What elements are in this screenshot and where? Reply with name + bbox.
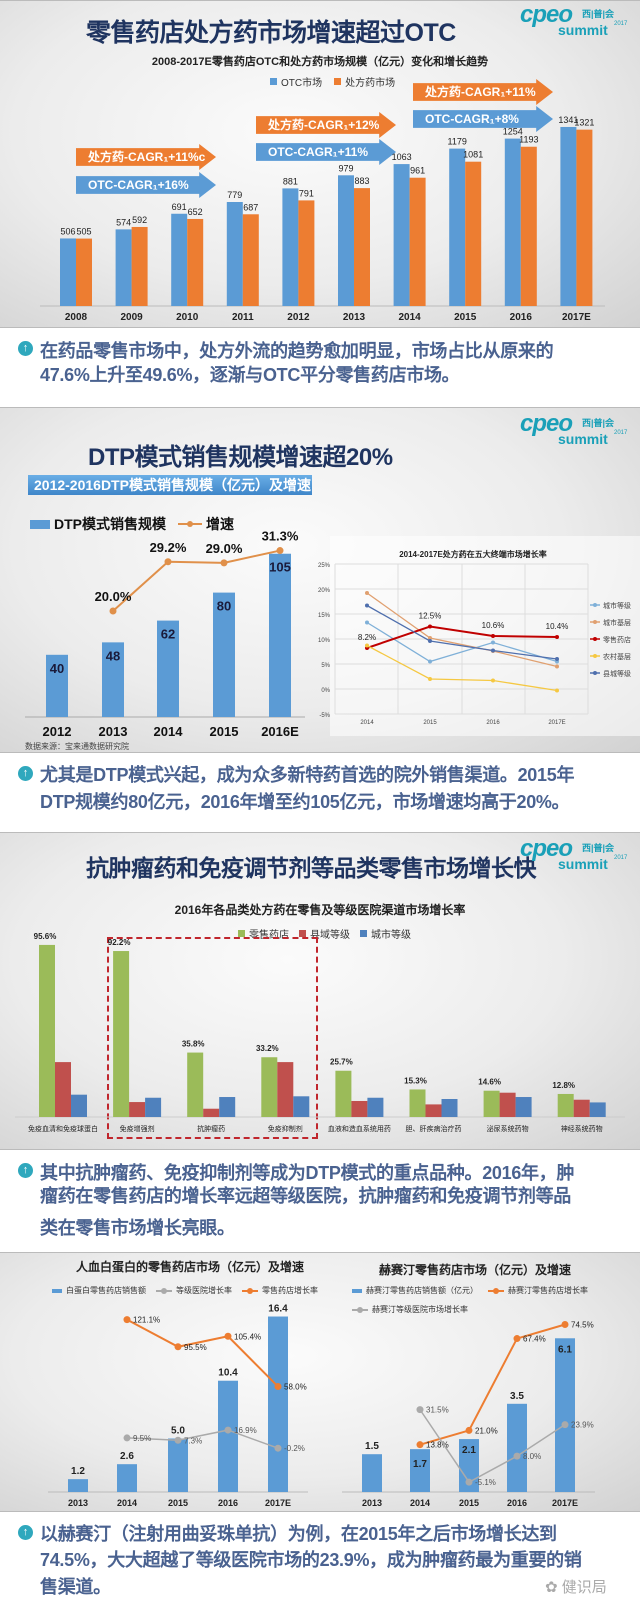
- logo-sub: summit: [558, 431, 608, 447]
- logo-cn: 西|普|会: [582, 418, 615, 428]
- caption-2: ↑ 尤其是DTP模式兴起，成为众多新特药首选的院外销售渠道。2015年 DTP规…: [0, 753, 640, 832]
- slide-dtp: DTP模式销售规模增速超20% cpeo 西|普|会 summit 2017 2…: [0, 407, 640, 753]
- legend-label: 等级医院增长率: [176, 1286, 232, 1295]
- up-arrow-circle-icon: ↑: [18, 766, 33, 781]
- highlight-box: [107, 937, 318, 1139]
- line-chart-panel: [330, 536, 640, 736]
- legend-swatch-gray-line: [156, 1287, 172, 1294]
- cagr-arrow-otc-3: OTC-CAGR₁+8%: [413, 106, 553, 132]
- wechat-icon: ✿: [545, 1579, 558, 1596]
- chart-title: 2016年各品类处方药在零售及等级医院渠道市场增长率: [174, 903, 466, 917]
- legend-label: 赫赛汀等级医院市场增长率: [372, 1305, 468, 1314]
- cpeo-summit-logo: cpeo 西|普|会 summit 2017: [520, 835, 630, 873]
- legend-swatch-city: [360, 930, 367, 937]
- chart-legend: 零售药店 县域等级 城市等级: [238, 926, 411, 941]
- logo-year: 2017: [614, 430, 628, 436]
- slide-title: 零售药店处方药市场增速超过OTC: [86, 19, 456, 47]
- cagr-arrow-rx-2: 处方药-CAGR₁+12%: [256, 112, 396, 138]
- legend-swatch-bar: [352, 1288, 362, 1293]
- logo-mark: cpeo: [520, 835, 573, 862]
- caption-3: ↑ 其中抗肿瘤药、免疫抑制剂等成为DTP模式的重点品种。2016年，肿 瘤药在零…: [0, 1150, 640, 1252]
- caption-line: 其中抗肿瘤药、免疫抑制剂等成为DTP模式的重点品种。2016年，肿: [40, 1163, 575, 1183]
- legend-swatch-rx: [334, 78, 342, 85]
- legend-swatch-line: [178, 521, 202, 527]
- right-chart-legend: 赫赛汀零售药店销售额（亿元） 赫赛汀零售药店增长率: [352, 1285, 588, 1296]
- cagr-arrow-otc-2: OTC-CAGR₁+11%: [256, 139, 396, 165]
- chart-legend: DTP模式销售规模 增速: [30, 514, 234, 534]
- caption-line: 尤其是DTP模式兴起，成为众多新特药首选的院外销售渠道。2015年: [40, 765, 575, 785]
- logo-cn: 西|普|会: [582, 9, 615, 19]
- up-arrow-circle-icon: ↑: [18, 1525, 33, 1540]
- legend-swatch-county: [299, 930, 306, 937]
- logo-cn: 西|普|会: [582, 843, 615, 853]
- cagr-arrow-rx-3: 处方药-CAGR₁+11%: [413, 79, 553, 105]
- legend-swatch-bar: [30, 519, 50, 529]
- legend-label: DTP模式销售规模: [54, 516, 166, 532]
- chart-legend: OTC市场 处方药市场: [270, 74, 395, 89]
- caption-line: DTP规模约80亿元，2016年增至约105亿元，市场增速均高于20%。: [40, 792, 570, 812]
- right-chart-title: 赫赛汀零售药店市场（亿元）及增速: [378, 1263, 571, 1277]
- caption-line: 类在零售市场增长亮眼。: [40, 1218, 235, 1238]
- legend-swatch-bar: [52, 1288, 62, 1293]
- watermark: ✿ 健识局: [545, 1576, 607, 1597]
- caption-line: 在药品零售市场中，处方外流的趋势愈加明显，市场占比从原来的: [40, 341, 554, 361]
- caption-line: 售渠道。: [40, 1577, 111, 1597]
- slide-title: 抗肿瘤药和免疫调节剂等品类零售市场增长快: [86, 855, 537, 881]
- legend-label: 赫赛汀零售药店增长率: [508, 1286, 588, 1295]
- watermark-text: 健识局: [561, 1579, 607, 1596]
- slide-categories: 抗肿瘤药和免疫调节剂等品类零售市场增长快 cpeo 西|普|会 summit 2…: [0, 832, 640, 1150]
- legend-label: 零售药店增长率: [262, 1286, 318, 1295]
- legend-label: 处方药市场: [345, 78, 396, 89]
- logo-sub: summit: [558, 22, 608, 38]
- slide-albumin-herceptin: 人血白蛋白的零售药店市场（亿元）及增速 白蛋白零售药店销售额 等级医院增长率 零…: [0, 1252, 640, 1512]
- legend-label: 赫赛汀零售药店销售额（亿元）: [366, 1286, 478, 1295]
- cagr-arrow-rx-1: 处方药-CAGR₁+11%c: [76, 144, 216, 170]
- logo-year: 2017: [614, 21, 628, 27]
- caption-line: 以赫赛汀（注射用曲妥珠单抗）为例，在2015年之后市场增长达到: [40, 1524, 557, 1544]
- caption-line: 47.6%上升至49.6%，逐渐与OTC平分零售药店市场。: [40, 365, 460, 385]
- cpeo-summit-logo: cpeo 西|普|会 summit 2017: [520, 410, 630, 448]
- up-arrow-circle-icon: ↑: [18, 1163, 33, 1178]
- caption-1: ↑ 在药品零售市场中，处方外流的趋势愈加明显，市场占比从原来的 47.6%上升至…: [0, 328, 640, 407]
- cpeo-summit-logo: cpeo 西|普|会 summit 2017: [520, 1, 630, 39]
- up-arrow-circle-icon: ↑: [18, 341, 33, 356]
- caption-4: ↑ 以赫赛汀（注射用曲妥珠单抗）为例，在2015年之后市场增长达到 74.5%，…: [0, 1512, 640, 1615]
- legend-label: 城市等级: [371, 930, 411, 941]
- slide-otc-vs-rx: 零售药店处方药市场增速超过OTC cpeo 西|普|会 summit 2017 …: [0, 0, 640, 328]
- legend-label: OTC市场: [281, 78, 323, 89]
- logo-mark: cpeo: [520, 410, 573, 437]
- legend-swatch-orange-line: [242, 1287, 258, 1294]
- legend-swatch-orange-line: [488, 1287, 504, 1294]
- legend-label: 县域等级: [310, 930, 350, 941]
- legend-label: 增速: [206, 516, 234, 532]
- logo-mark: cpeo: [520, 1, 573, 28]
- legend-swatch-gray-line: [352, 1306, 368, 1313]
- chart-title: 2008-2017E零售药店OTC和处方药市场规模（亿元）变化和增长趋势: [151, 56, 489, 68]
- slide-title: DTP模式销售规模增速超20%: [88, 444, 393, 471]
- right-chart-legend-row2: 赫赛汀等级医院市场增长率: [352, 1304, 468, 1315]
- legend-label: 白蛋白零售药店销售额: [66, 1286, 146, 1295]
- logo-year: 2017: [614, 855, 628, 861]
- caption-line: 瘤药在零售药店的增长率远超等级医院，抗肿瘤药和免疫调节剂等品: [40, 1186, 571, 1206]
- left-chart-title: 人血白蛋白的零售药店市场（亿元）及增速: [75, 1260, 304, 1274]
- legend-label: 零售药店: [249, 930, 289, 941]
- data-source: 数据来源：宝来通数据研究院: [25, 742, 129, 751]
- legend-swatch-otc: [270, 78, 277, 85]
- legend-swatch-retail: [238, 930, 245, 937]
- cagr-arrow-otc-1: OTC-CAGR₁+16%: [76, 172, 216, 198]
- left-chart-legend: 白蛋白零售药店销售额 等级医院增长率 零售药店增长率: [52, 1285, 318, 1296]
- caption-line: 74.5%，大大超越了等级医院市场的23.9%，成为肿瘤药最为重要的销: [40, 1550, 582, 1570]
- logo-sub: summit: [558, 856, 608, 872]
- chart-subheader: 2012-2016DTP模式销售规模（亿元）及增速: [28, 475, 312, 495]
